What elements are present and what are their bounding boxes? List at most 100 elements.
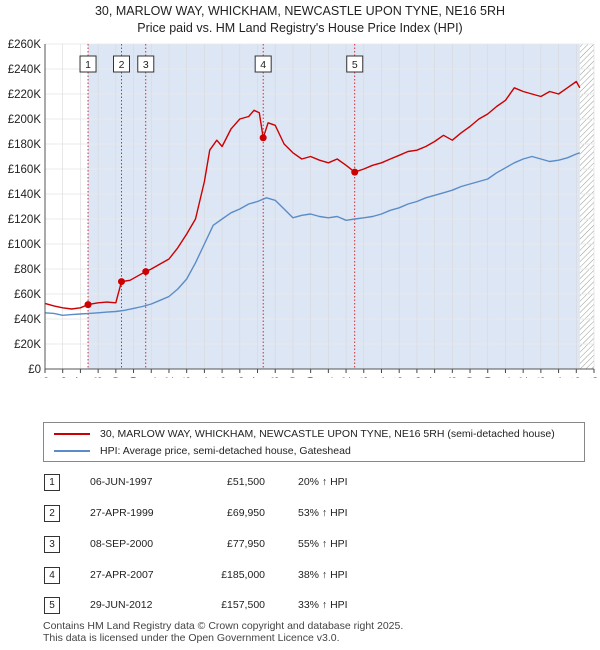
sale-number-badge: 3 — [44, 536, 60, 553]
legend-swatch-property — [54, 433, 90, 435]
sale-price: £69,950 — [227, 507, 265, 519]
sale-marker-box — [346, 55, 364, 73]
x-tick-label: 1996 — [58, 377, 70, 378]
x-tick-label: 2024 — [554, 376, 566, 378]
footer-copyright: Contains HM Land Registry data © Crown c… — [43, 620, 404, 632]
sale-price: £51,500 — [227, 476, 265, 488]
sale-number-badge: 4 — [44, 567, 60, 584]
x-tick-label: 2000 — [129, 377, 141, 378]
sale-price: £77,950 — [227, 538, 265, 550]
sale-row: 2 27-APR-1999 £69,950 53% ↑ HPI — [43, 504, 583, 522]
legend-label-property: 30, MARLOW WAY, WHICKHAM, NEWCASTLE UPON… — [100, 428, 555, 440]
sale-row: 4 27-APR-2007 £185,000 38% ↑ HPI — [43, 566, 583, 584]
sale-hpi-change: 38% ↑ HPI — [298, 569, 348, 581]
sale-marker-label: 4 — [260, 59, 266, 71]
sale-marker-box — [254, 55, 272, 73]
y-tick-label: £100K — [8, 239, 42, 251]
sale-price: £185,000 — [221, 569, 265, 581]
x-tick-label: 2023 — [536, 377, 548, 378]
sale-marker-label: 2 — [119, 59, 125, 71]
legend: 30, MARLOW WAY, WHICKHAM, NEWCASTLE UPON… — [43, 422, 585, 462]
footer-licence: This data is licensed under the Open Gov… — [43, 632, 340, 644]
sale-row: 3 08-SEP-2000 £77,950 55% ↑ HPI — [43, 535, 583, 553]
x-tick-label: 2005 — [217, 377, 229, 378]
sale-hpi-change: 55% ↑ HPI — [298, 538, 348, 550]
x-tick-label: 2013 — [359, 377, 371, 378]
y-tick-label: £140K — [8, 189, 42, 201]
x-tick-label: 1997 — [75, 377, 87, 378]
sale-date: 06-JUN-1997 — [90, 476, 153, 488]
y-tick-label: £180K — [8, 139, 42, 151]
legend-item-hpi: HPI: Average price, semi-detached house,… — [54, 443, 351, 459]
y-tick-label: £40K — [14, 314, 41, 326]
sale-number-badge: 5 — [44, 597, 60, 614]
sale-marker-box — [137, 55, 155, 73]
x-tick-label: 2007 — [253, 377, 265, 378]
legend-swatch-hpi — [54, 450, 90, 452]
x-tick-label: 2011 — [323, 377, 335, 378]
x-tick-label: 2026 — [589, 377, 600, 378]
x-tick-label: 2008 — [270, 377, 282, 378]
x-tick-label: 2021 — [500, 377, 512, 378]
x-tick-label: 2004 — [199, 376, 211, 378]
y-tick-label: £160K — [8, 164, 42, 176]
sale-point — [259, 134, 267, 142]
x-tick-label: 2018 — [447, 377, 459, 378]
x-tick-label: 2020 — [483, 377, 495, 378]
y-tick-label: £60K — [14, 289, 41, 301]
ownership-shading — [88, 44, 580, 369]
x-tick-label: 2003 — [182, 377, 194, 378]
y-tick-label: £20K — [14, 339, 41, 351]
x-tick-label: 1998 — [93, 377, 105, 378]
sale-date: 27-APR-2007 — [90, 569, 154, 581]
sale-date: 08-SEP-2000 — [90, 538, 154, 550]
x-tick-label: 2022 — [518, 377, 530, 378]
price-chart: £0 £20K £40K £60K £80K £100K £120K £140K £160K £1… — [8, 39, 600, 378]
sale-row: 1 06-JUN-1997 £51,500 20% ↑ HPI — [43, 473, 583, 491]
x-tick-label: 2017 — [430, 377, 442, 378]
y-tick-label: £240K — [8, 64, 42, 76]
sale-hpi-change: 33% ↑ HPI — [298, 599, 348, 611]
x-tick-label: 1995 — [40, 377, 52, 378]
chart-title: 30, MARLOW WAY, WHICKHAM, NEWCASTLE UPON… — [94, 4, 506, 18]
y-tick-label: £220K — [8, 89, 42, 101]
y-tick-label: £200K — [8, 114, 42, 126]
x-tick-label: 2014 — [377, 376, 389, 378]
x-tick-label: 2019 — [465, 377, 477, 378]
sale-point — [84, 301, 92, 309]
sale-point — [118, 278, 126, 286]
sale-marker-box — [79, 55, 97, 73]
legend-label-hpi: HPI: Average price, semi-detached house,… — [100, 445, 351, 457]
chart-subtitle: Price paid vs. HM Land Registry's House … — [137, 21, 463, 35]
sale-price: £157,500 — [221, 599, 265, 611]
x-tick-label: 2016 — [412, 377, 424, 378]
sale-row: 5 29-JUN-2012 £157,500 33% ↑ HPI — [43, 596, 583, 614]
x-tick-label: 2010 — [306, 377, 318, 378]
legend-item-property: 30, MARLOW WAY, WHICKHAM, NEWCASTLE UPON… — [54, 426, 555, 442]
x-tick-label: 2025 — [571, 377, 583, 378]
sale-marker-label: 5 — [352, 59, 358, 71]
x-tick-label: 2006 — [235, 377, 247, 378]
sale-number-badge: 2 — [44, 505, 60, 522]
y-tick-label: £260K — [8, 39, 42, 51]
y-tick-label: £120K — [8, 214, 42, 226]
x-tick-label: 2002 — [164, 377, 176, 378]
x-tick-label: 1999 — [111, 377, 123, 378]
sale-date: 29-JUN-2012 — [90, 599, 153, 611]
y-tick-label: £80K — [14, 264, 41, 276]
hpi-line — [44, 152, 581, 316]
x-tick-label: 2012 — [341, 377, 353, 378]
sale-point — [142, 268, 150, 276]
sale-hpi-change: 20% ↑ HPI — [298, 476, 348, 488]
x-tick-label: 2001 — [146, 377, 158, 378]
forecast-hatch — [579, 44, 594, 369]
sale-marker-box — [113, 55, 131, 73]
sale-point — [351, 168, 359, 176]
sale-hpi-change: 53% ↑ HPI — [298, 507, 348, 519]
x-tick-label: 2015 — [394, 377, 406, 378]
property-price-line — [44, 80, 581, 310]
sale-marker-label: 1 — [85, 59, 91, 71]
sale-number-badge: 1 — [44, 474, 60, 491]
x-tick-label: 2009 — [288, 377, 300, 378]
y-tick-label: £0 — [28, 364, 41, 376]
